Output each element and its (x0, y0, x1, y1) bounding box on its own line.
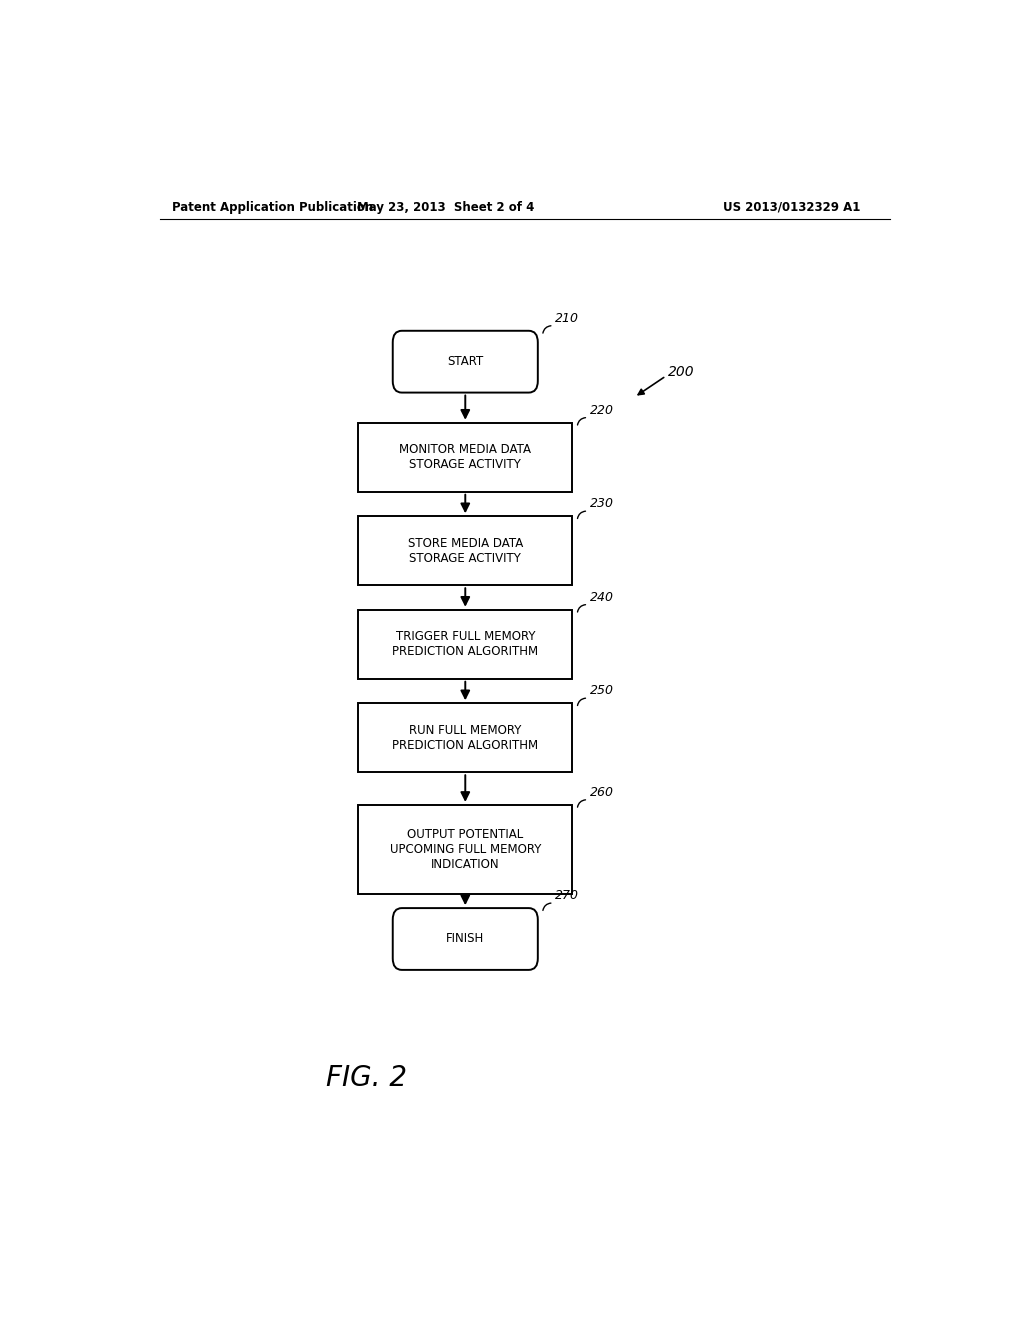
FancyBboxPatch shape (393, 908, 538, 970)
Text: May 23, 2013  Sheet 2 of 4: May 23, 2013 Sheet 2 of 4 (356, 201, 535, 214)
Text: 240: 240 (590, 590, 613, 603)
Text: 260: 260 (590, 785, 613, 799)
Text: 230: 230 (590, 498, 613, 510)
Text: US 2013/0132329 A1: US 2013/0132329 A1 (723, 201, 860, 214)
Text: 210: 210 (555, 312, 580, 325)
Bar (358, 422, 572, 492)
Text: STORE MEDIA DATA
STORAGE ACTIVITY: STORE MEDIA DATA STORAGE ACTIVITY (408, 537, 523, 565)
Text: FINISH: FINISH (446, 932, 484, 945)
Text: 200: 200 (668, 364, 694, 379)
Text: 270: 270 (555, 888, 580, 902)
Text: Patent Application Publication: Patent Application Publication (172, 201, 373, 214)
Text: OUTPUT POTENTIAL
UPCOMING FULL MEMORY
INDICATION: OUTPUT POTENTIAL UPCOMING FULL MEMORY IN… (389, 828, 541, 871)
Bar (358, 516, 572, 585)
Text: MONITOR MEDIA DATA
STORAGE ACTIVITY: MONITOR MEDIA DATA STORAGE ACTIVITY (399, 444, 531, 471)
Text: TRIGGER FULL MEMORY
PREDICTION ALGORITHM: TRIGGER FULL MEMORY PREDICTION ALGORITHM (392, 630, 539, 659)
Text: 250: 250 (590, 684, 613, 697)
Text: RUN FULL MEMORY
PREDICTION ALGORITHM: RUN FULL MEMORY PREDICTION ALGORITHM (392, 723, 539, 752)
Text: START: START (447, 355, 483, 368)
Text: FIG. 2: FIG. 2 (326, 1064, 407, 1092)
Text: 220: 220 (590, 404, 613, 417)
Bar (358, 805, 572, 894)
FancyBboxPatch shape (393, 331, 538, 392)
Bar (358, 704, 572, 772)
Bar (358, 610, 572, 678)
